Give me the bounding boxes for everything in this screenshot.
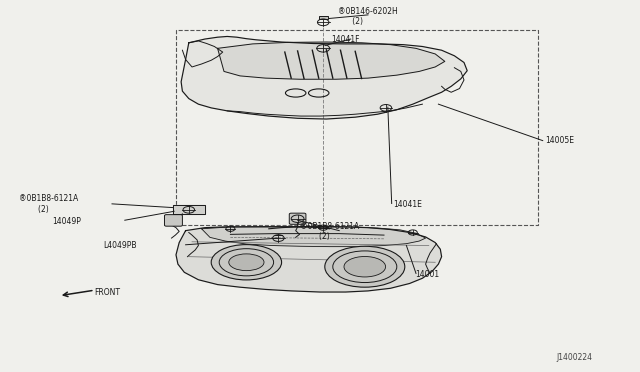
Polygon shape [181, 36, 467, 119]
Ellipse shape [229, 254, 264, 271]
Text: 14001: 14001 [415, 270, 439, 279]
Polygon shape [218, 42, 445, 79]
Ellipse shape [344, 257, 385, 277]
Text: 14041F: 14041F [332, 35, 360, 44]
Ellipse shape [324, 246, 404, 287]
Polygon shape [176, 227, 442, 292]
FancyBboxPatch shape [164, 215, 182, 226]
Text: ®0B1B8-6121A
        (2): ®0B1B8-6121A (2) [19, 194, 79, 214]
FancyBboxPatch shape [289, 213, 306, 224]
Text: FRONT: FRONT [95, 288, 121, 296]
Polygon shape [202, 227, 426, 247]
Text: 14005E: 14005E [545, 136, 574, 145]
Polygon shape [173, 205, 205, 214]
Text: 14041E: 14041E [393, 200, 422, 209]
FancyBboxPatch shape [319, 16, 328, 19]
Text: 14049P: 14049P [52, 217, 81, 226]
Text: J1400224: J1400224 [557, 353, 593, 362]
Text: L4049PB: L4049PB [104, 241, 137, 250]
Text: ®0B146-6202H
      (2): ®0B146-6202H (2) [338, 7, 397, 26]
Ellipse shape [211, 245, 282, 280]
Text: ®0B1B8-6121A
        (2): ®0B1B8-6121A (2) [300, 222, 359, 241]
